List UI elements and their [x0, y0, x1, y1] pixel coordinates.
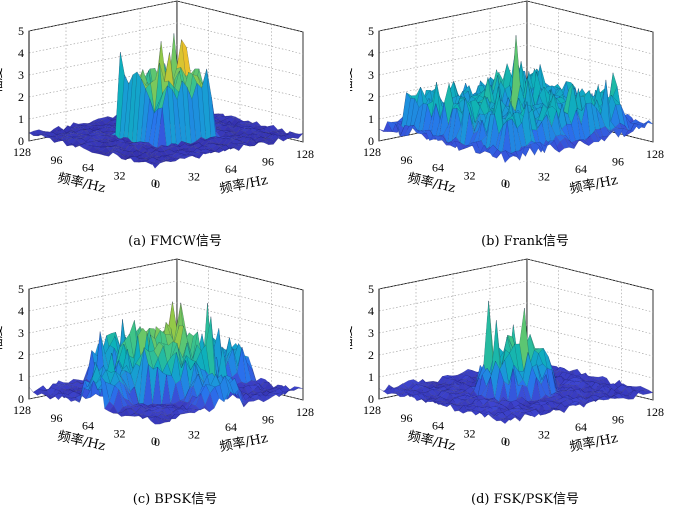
panel-c-caption: (c) BPSK信号 [0, 488, 350, 507]
z-tick-label: 4 [18, 304, 24, 318]
x-tick-label: 0 [504, 177, 510, 191]
y-tick-label: 96 [401, 411, 413, 425]
z-axis-label: 幅度 [0, 325, 5, 351]
y-tick-label: 64 [82, 161, 94, 175]
z-tick-label: 5 [368, 282, 374, 296]
z-tick-label: 2 [18, 90, 24, 104]
y-tick-label: 32 [464, 426, 476, 440]
z-tick-label: 1 [368, 112, 374, 126]
y-tick-label: 96 [401, 153, 413, 167]
z-tick-label: 1 [368, 370, 374, 384]
panel-a-caption: (a) FMCW信号 [0, 230, 350, 249]
z-tick-label: 2 [368, 90, 374, 104]
z-tick-label: 3 [18, 326, 24, 340]
z-tick-label: 5 [18, 24, 24, 38]
y-tick-label: 32 [114, 426, 126, 440]
panel-b-caption: (b) Frank信号 [350, 230, 700, 249]
z-axis-label: 幅度 [350, 325, 355, 351]
z-tick-label: 1 [18, 112, 24, 126]
z-tick-label: 5 [368, 24, 374, 38]
z-tick-label: 5 [18, 282, 24, 296]
y-tick-label: 128 [363, 145, 381, 159]
y-tick-label: 32 [464, 168, 476, 182]
x-tick-label: 96 [612, 413, 624, 427]
x-tick-label: 128 [296, 147, 314, 161]
z-tick-label: 2 [368, 348, 374, 362]
x-tick-label: 128 [646, 405, 664, 419]
y-tick-label: 64 [432, 161, 444, 175]
z-tick-label: 2 [18, 348, 24, 362]
x-tick-label: 0 [504, 435, 510, 449]
x-tick-label: 64 [575, 420, 587, 434]
z-tick-label: 1 [18, 370, 24, 384]
z-axis-label: 幅度 [0, 67, 5, 93]
x-tick-label: 96 [262, 155, 274, 169]
x-tick-label: 64 [575, 162, 587, 176]
x-tick-label: 32 [188, 170, 200, 184]
y-tick-label: 96 [51, 153, 63, 167]
z-tick-label: 3 [18, 68, 24, 82]
z-tick-label: 3 [368, 68, 374, 82]
z-axis-label: 幅度 [350, 67, 355, 93]
x-tick-label: 32 [538, 428, 550, 442]
x-tick-label: 96 [612, 155, 624, 169]
x-tick-label: 32 [188, 428, 200, 442]
y-tick-label: 64 [432, 419, 444, 433]
x-tick-label: 0 [154, 435, 160, 449]
z-tick-label: 4 [18, 46, 24, 60]
y-tick-label: 96 [51, 411, 63, 425]
x-tick-label: 32 [538, 170, 550, 184]
x-tick-label: 96 [262, 413, 274, 427]
x-tick-label: 0 [154, 177, 160, 191]
z-tick-label: 4 [368, 304, 374, 318]
y-tick-label: 128 [363, 403, 381, 417]
y-tick-label: 32 [114, 168, 126, 182]
y-tick-label: 64 [82, 419, 94, 433]
x-tick-label: 128 [296, 405, 314, 419]
x-tick-label: 64 [225, 420, 237, 434]
panel-d-caption: (d) FSK/PSK信号 [350, 488, 700, 507]
x-tick-label: 64 [225, 162, 237, 176]
y-tick-label: 128 [13, 403, 31, 417]
z-tick-label: 3 [368, 326, 374, 340]
x-tick-label: 128 [646, 147, 664, 161]
z-tick-label: 4 [368, 46, 374, 60]
y-tick-label: 128 [13, 145, 31, 159]
